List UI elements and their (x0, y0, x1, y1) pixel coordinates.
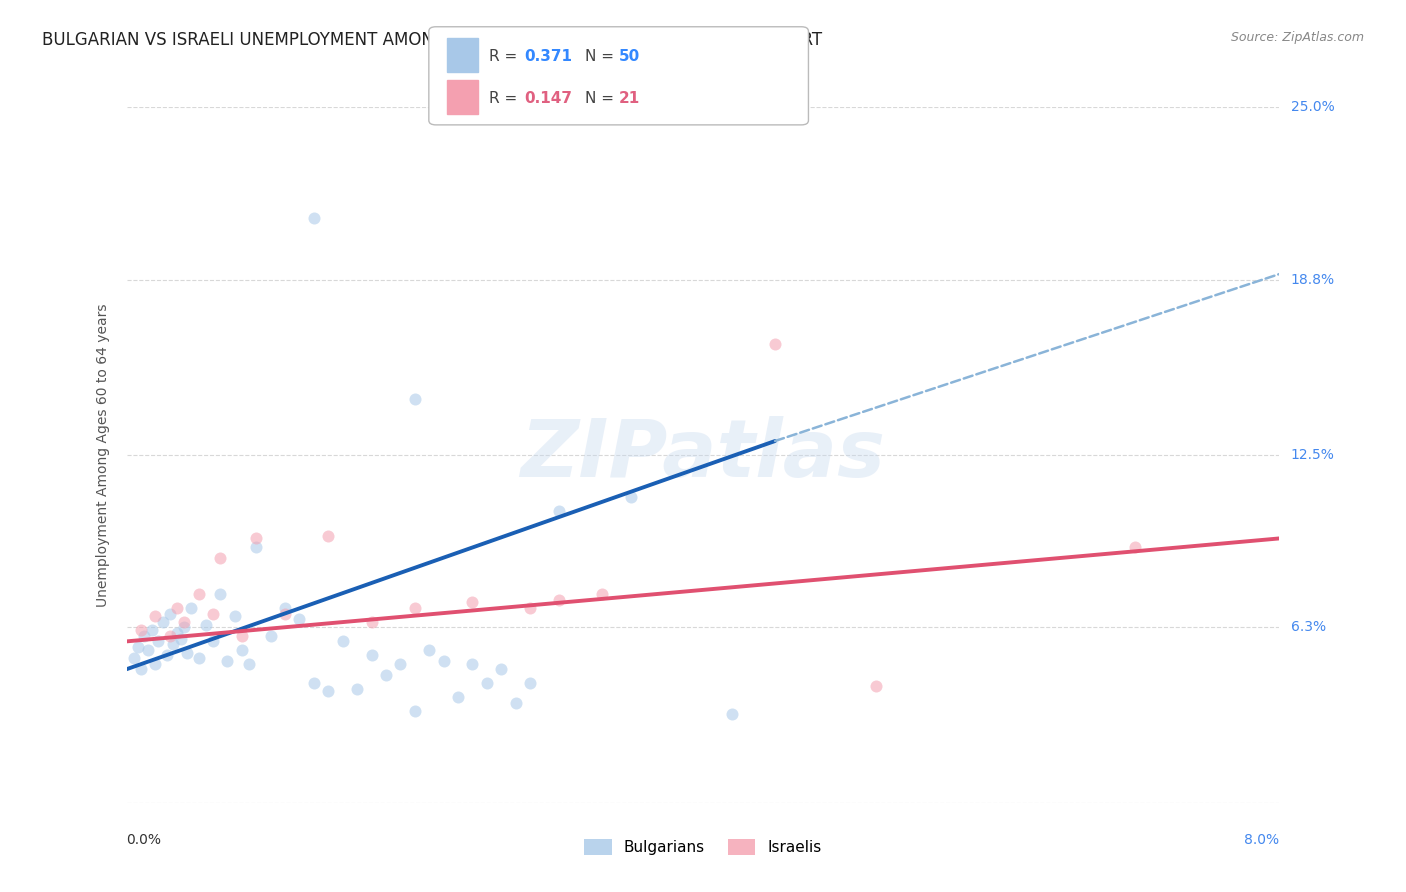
Text: 25.0%: 25.0% (1291, 100, 1334, 114)
Point (217, 654, 239, 668)
Point (148, 634, 170, 648)
Point (519, 676, 541, 690)
Point (176, 646, 198, 660)
Point (231, 629, 253, 643)
Point (404, 392, 426, 407)
Point (224, 609, 246, 624)
Point (187, 587, 209, 601)
Point (274, 601, 297, 615)
Point (162, 637, 184, 651)
Point (194, 617, 217, 632)
Point (548, 503, 571, 517)
Text: N =: N = (585, 91, 619, 105)
Text: 18.8%: 18.8% (1291, 273, 1334, 286)
Text: 0.371: 0.371 (524, 49, 572, 63)
Point (360, 615, 382, 629)
Point (209, 587, 232, 601)
Point (122, 651, 145, 665)
Point (360, 648, 382, 663)
Point (318, 684, 340, 698)
Point (763, 336, 786, 351)
Text: 12.5%: 12.5% (1291, 448, 1334, 462)
Point (166, 626, 188, 640)
Point (202, 634, 225, 648)
Text: 8.0%: 8.0% (1244, 833, 1279, 847)
Point (145, 657, 166, 671)
Point (141, 624, 163, 638)
Text: 6.3%: 6.3% (1291, 621, 1326, 634)
Point (1125, 540, 1147, 554)
Point (389, 657, 412, 671)
Point (156, 648, 179, 663)
Text: R =: R = (489, 91, 523, 105)
Point (180, 601, 202, 615)
Point (302, 211, 325, 226)
Text: 21: 21 (619, 91, 640, 105)
Point (404, 601, 426, 615)
Point (404, 704, 426, 718)
Point (238, 657, 260, 671)
Point (288, 612, 311, 626)
Point (245, 540, 267, 554)
Point (620, 490, 643, 504)
Text: 0.147: 0.147 (524, 91, 572, 105)
Point (231, 642, 253, 657)
Point (374, 667, 398, 681)
Text: 50: 50 (619, 49, 640, 63)
Text: Source: ZipAtlas.com: Source: ZipAtlas.com (1230, 31, 1364, 45)
Point (129, 662, 152, 676)
Point (447, 690, 470, 704)
Point (433, 654, 456, 668)
Point (418, 642, 440, 657)
Point (332, 634, 354, 648)
Point (461, 657, 484, 671)
Point (129, 624, 152, 638)
Point (202, 607, 225, 621)
Point (591, 587, 613, 601)
Y-axis label: Unemployment Among Ages 60 to 64 years: Unemployment Among Ages 60 to 64 years (96, 303, 110, 607)
Point (519, 601, 541, 615)
Text: BULGARIAN VS ISRAELI UNEMPLOYMENT AMONG AGES 60 TO 64 YEARS CORRELATION CHART: BULGARIAN VS ISRAELI UNEMPLOYMENT AMONG … (42, 31, 823, 49)
Point (245, 532, 267, 546)
Point (187, 651, 209, 665)
Point (491, 662, 513, 676)
Point (318, 528, 340, 542)
Point (136, 642, 159, 657)
Point (865, 679, 887, 693)
Point (461, 595, 484, 609)
Point (505, 696, 527, 710)
Point (259, 629, 281, 643)
Point (152, 615, 174, 629)
Point (346, 681, 368, 696)
Point (166, 601, 188, 615)
Point (159, 607, 181, 621)
Text: ZIPatlas: ZIPatlas (520, 416, 886, 494)
Point (170, 632, 193, 646)
Point (302, 676, 325, 690)
Legend: Bulgarians, Israelis: Bulgarians, Israelis (578, 833, 828, 862)
Point (720, 706, 742, 721)
Point (548, 592, 571, 607)
Point (132, 629, 155, 643)
Text: 0.0%: 0.0% (127, 833, 162, 847)
Text: N =: N = (585, 49, 619, 63)
Point (127, 640, 149, 654)
Point (209, 550, 232, 565)
Text: R =: R = (489, 49, 523, 63)
Point (173, 620, 195, 634)
Point (159, 629, 181, 643)
Point (274, 607, 297, 621)
Point (173, 615, 195, 629)
Point (475, 676, 498, 690)
Point (145, 609, 166, 624)
